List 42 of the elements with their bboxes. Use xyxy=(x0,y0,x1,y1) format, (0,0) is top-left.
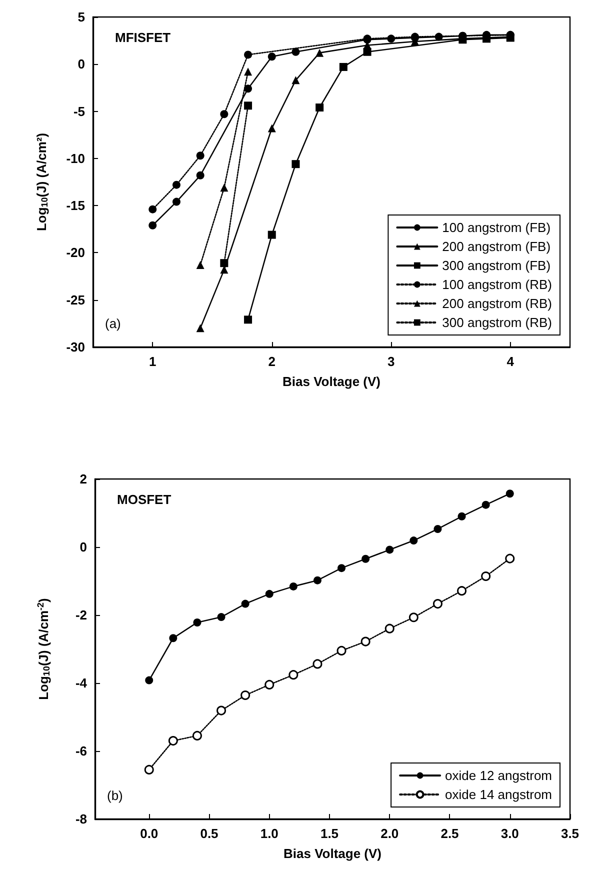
x-tick-label: 2.5 xyxy=(440,826,459,841)
legend-label: 300 angstrom (RB) xyxy=(442,315,552,330)
x-axis-title: Bias Voltage (V) xyxy=(283,846,382,861)
x-tick-label: 1 xyxy=(149,354,156,369)
legend-label: 100 angstrom (RB) xyxy=(442,277,552,292)
y-tick-label: 2 xyxy=(80,472,87,486)
y-tick-label: -4 xyxy=(75,676,88,690)
y-tick-label: -10 xyxy=(66,150,85,166)
y-tick-label: 0 xyxy=(80,540,87,554)
y-axis-title: Log10(J) (A/cm-2) xyxy=(36,598,52,700)
x-tick-label: 3 xyxy=(388,354,395,369)
x-tick-label: 3.5 xyxy=(560,826,580,841)
x-tick-label: 0.5 xyxy=(200,826,218,841)
x-tick-label: 2.0 xyxy=(380,826,399,841)
y-tick-label: -6 xyxy=(75,744,87,758)
y-axis-title: Log10(J) (A/cm²) xyxy=(34,132,50,232)
y-tick-label: -25 xyxy=(66,292,85,308)
annotation: (b) xyxy=(107,788,123,803)
y-tick-label: -30 xyxy=(66,340,85,354)
x-tick-label: 1.0 xyxy=(260,826,278,841)
y-tick-label: -8 xyxy=(75,812,87,826)
legend-label: 200 angstrom (RB) xyxy=(442,296,552,311)
y-tick-label: 5 xyxy=(78,10,85,24)
x-tick-label: 4 xyxy=(506,354,515,369)
x-tick-label: 0.0 xyxy=(140,826,158,841)
x-tick-label: 3.0 xyxy=(500,826,519,841)
annotation: (a) xyxy=(105,316,121,331)
y-tick-label: -5 xyxy=(73,104,85,119)
annotation: MOSFET xyxy=(117,492,172,507)
x-tick-label: 2 xyxy=(268,354,276,369)
y-tick-label: -15 xyxy=(66,198,85,214)
legend-label: oxide 12 angstrom xyxy=(445,768,552,783)
legend-label: 100 angstrom (FB) xyxy=(442,220,551,235)
x-tick-label: 1.5 xyxy=(320,826,339,841)
annotation: MFISFET xyxy=(115,30,171,45)
y-tick-label: -20 xyxy=(66,245,85,260)
y-tick-label: 0 xyxy=(78,56,85,72)
legend-label: oxide 14 angstrom xyxy=(445,787,552,802)
x-axis-title: Bias Voltage (V) xyxy=(282,374,381,389)
legend-label: 300 angstrom (FB) xyxy=(442,258,551,273)
y-tick-label: -2 xyxy=(75,608,87,622)
legend-label: 200 angstrom (FB) xyxy=(442,239,551,254)
